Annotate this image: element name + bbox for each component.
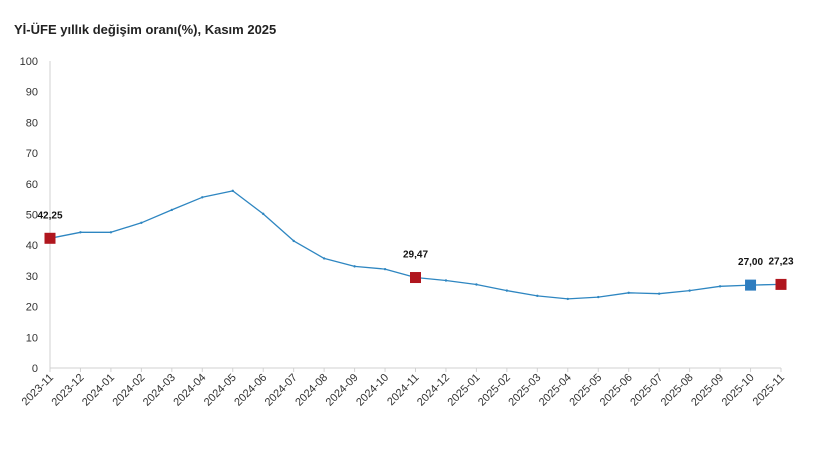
x-tick-label: 2024-05	[202, 372, 239, 409]
data-point	[292, 239, 295, 243]
x-tick-label: 2025-06	[598, 372, 635, 409]
data-point	[353, 265, 356, 268]
data-point	[657, 292, 661, 295]
data-point	[170, 208, 174, 212]
x-tick-label: 2025-04	[537, 372, 574, 409]
x-tick-label: 2025-11	[751, 372, 787, 408]
data-point	[718, 285, 722, 288]
x-tick-label: 2025-02	[476, 372, 513, 409]
data-point	[201, 196, 204, 199]
x-tick-label: 2024-08	[293, 372, 330, 409]
data-point	[536, 294, 539, 298]
x-tick-label: 2023-12	[50, 372, 87, 409]
x-tick-label: 2025-08	[659, 372, 696, 409]
x-tick-label: 2024-04	[171, 372, 208, 409]
x-tick-label: 2025-03	[506, 372, 543, 409]
y-axis: 0 10 20 30 40 50 60 70 80 90 100	[20, 56, 51, 375]
data-point	[627, 291, 630, 294]
y-tick-label: 50	[26, 210, 38, 222]
data-point	[322, 257, 326, 260]
data-label: 29,47	[403, 250, 428, 261]
y-tick-label: 60	[26, 179, 38, 191]
x-tick-label: 2025-05	[567, 372, 604, 409]
x-tick-label: 2025-01	[446, 372, 483, 409]
x-tick-label: 2025-10	[720, 372, 757, 409]
chart-title: Yİ-ÜFE yıllık değişim oranı(%), Kasım 20…	[14, 22, 277, 37]
data-point	[383, 267, 387, 271]
x-tick-label: 2024-07	[263, 372, 300, 409]
data-point	[262, 212, 265, 216]
data-point	[140, 221, 143, 224]
highlight-marker	[745, 279, 757, 291]
data-point	[109, 231, 113, 234]
data-point	[475, 283, 478, 286]
data-point	[597, 295, 600, 299]
y-tick-label: 0	[32, 363, 38, 375]
x-tick-label: 2025-09	[689, 372, 726, 409]
x-tick-label: 2024-03	[141, 372, 178, 409]
y-tick-label: 40	[26, 240, 38, 252]
x-tick-label: 2024-06	[232, 372, 269, 409]
highlight-marker	[775, 278, 787, 290]
data-point	[444, 279, 448, 282]
data-point	[566, 297, 569, 301]
data-label: 42,25	[37, 210, 62, 221]
series-layer	[48, 189, 783, 301]
data-point	[505, 289, 509, 292]
y-tick-label: 100	[20, 56, 38, 68]
y-tick-label: 70	[26, 148, 38, 160]
x-tick-label: 2024-10	[354, 372, 391, 409]
highlight-marker	[44, 232, 56, 244]
data-point	[79, 231, 82, 234]
data-label: 27,00	[738, 257, 763, 268]
y-tick-label: 90	[26, 87, 38, 99]
x-tick-label: 2024-02	[110, 372, 147, 409]
marker-layer: 42,25 29,47 27,00 27,23	[37, 210, 794, 291]
y-tick-label: 80	[26, 117, 38, 129]
x-tick-label: 2024-01	[80, 372, 117, 409]
x-tick-label: 2025-07	[628, 372, 665, 409]
highlight-marker	[410, 272, 421, 284]
x-tick-label: 2024-09	[324, 372, 361, 409]
data-point	[231, 189, 234, 193]
x-axis: 2023-112023-122024-012024-022024-032024-…	[20, 367, 787, 409]
data-label: 27,23	[768, 256, 793, 267]
y-tick-label: 30	[26, 271, 38, 283]
y-tick-label: 10	[26, 332, 38, 344]
data-point	[688, 289, 691, 292]
y-tick-label: 20	[26, 302, 38, 314]
x-tick-label: 2024-12	[415, 372, 452, 409]
